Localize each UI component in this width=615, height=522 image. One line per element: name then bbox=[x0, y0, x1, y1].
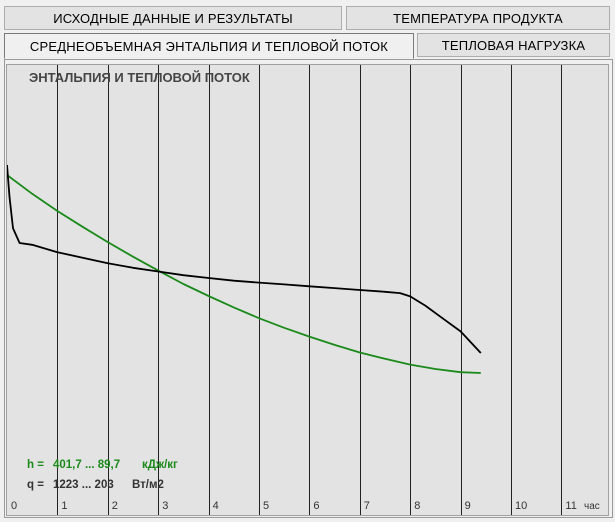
x-tick-label: 9 bbox=[465, 500, 471, 512]
legend-prefix-0: h = bbox=[27, 459, 44, 471]
tab-label: СРЕДНЕОБЪЕМНАЯ ЭНТАЛЬПИЯ И ТЕПЛОВОЙ ПОТО… bbox=[29, 38, 389, 54]
x-tick-label: 4 bbox=[213, 500, 219, 512]
legend-unit-1: Вт/м2 bbox=[132, 479, 164, 491]
tab-label: ИСХОДНЫЕ ДАННЫЕ И РЕЗУЛЬТАТЫ bbox=[53, 10, 293, 26]
chart-title: ЭНТАЛЬПИЯ И ТЕПЛОВОЙ ПОТОК bbox=[29, 70, 250, 85]
legend-prefix-1: q = bbox=[27, 479, 44, 491]
chart-area: 0 1 2 3 4 5 6 7 8 9 10 11 час ЭНТАЛЬПИЯ И ТЕПЛОВОЙ ПО… bbox=[6, 64, 609, 516]
tab-heat-load[interactable]: ТЕПЛОВАЯ НАГРУЗКА bbox=[417, 33, 610, 57]
x-tick-label: 2 bbox=[112, 500, 118, 512]
tab-initial-data[interactable]: ИСХОДНЫЕ ДАННЫЕ И РЕЗУЛЬТАТЫ bbox=[4, 6, 342, 30]
series-line-q bbox=[7, 164, 482, 354]
legend-unit-0: кДж/кг bbox=[142, 459, 178, 471]
tab-product-temperature[interactable]: ТЕМПЕРАТУРА ПРОДУКТА bbox=[346, 6, 610, 30]
x-tick-label: 11 bbox=[565, 500, 576, 512]
x-unit-label: час bbox=[584, 501, 600, 512]
x-tick-label: 0 bbox=[11, 500, 17, 512]
tab-label: ТЕПЛОВАЯ НАГРУЗКА bbox=[441, 37, 586, 53]
x-tick-label: 3 bbox=[162, 500, 168, 512]
x-tick-label: 10 bbox=[515, 500, 527, 512]
tab-label: ТЕМПЕРАТУРА ПРОДУКТА bbox=[393, 10, 563, 26]
legend-range-1: 1223 ... 203 bbox=[53, 479, 114, 491]
legend-range-0: 401,7 ... 89,7 bbox=[53, 459, 120, 471]
enthalpy-heat-flux-chart: 0 1 2 3 4 5 6 7 8 9 10 11 час ЭНТАЛЬПИЯ И ТЕПЛОВОЙ ПО… bbox=[7, 65, 600, 515]
x-tick-label: 8 bbox=[414, 500, 420, 512]
tab-enthalpy-heat-flux[interactable]: СРЕДНЕОБЪЕМНАЯ ЭНТАЛЬПИЯ И ТЕПЛОВОЙ ПОТО… bbox=[4, 33, 414, 59]
x-tick-label: 7 bbox=[364, 500, 370, 512]
x-tick-label: 1 bbox=[61, 500, 67, 512]
series-line-h bbox=[7, 174, 481, 374]
x-tick-label: 5 bbox=[263, 500, 269, 512]
x-tick-label: 6 bbox=[313, 500, 319, 512]
